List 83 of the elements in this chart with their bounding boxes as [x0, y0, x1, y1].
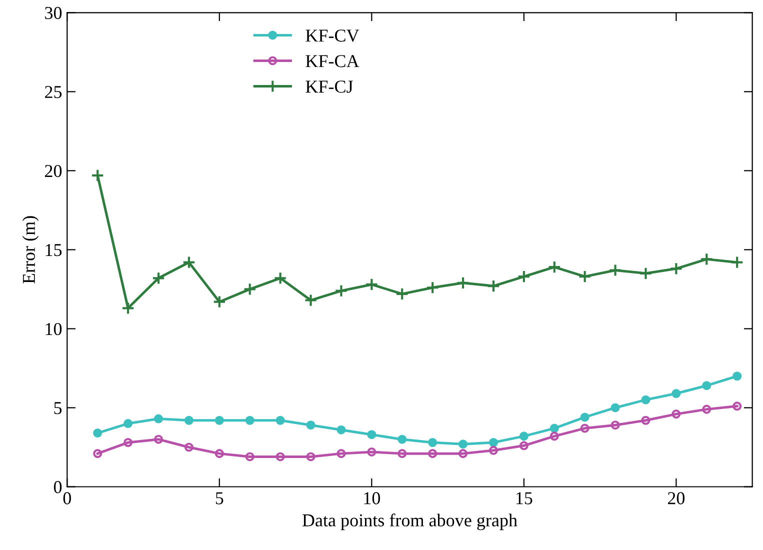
point: [90, 168, 104, 182]
point: [641, 395, 650, 404]
point: [121, 302, 135, 315]
point: [488, 438, 498, 448]
point: [93, 428, 102, 438]
y-tick-label: 15: [46, 244, 62, 256]
point: [184, 416, 194, 425]
point: [428, 438, 438, 448]
point: [426, 281, 440, 294]
point: [398, 449, 407, 458]
x-tick-label: 20: [668, 492, 685, 504]
point: [608, 264, 622, 277]
point: [456, 276, 470, 290]
point: [365, 278, 378, 292]
point: [396, 287, 409, 301]
y-tick-label: 10: [46, 322, 62, 336]
point: [580, 424, 590, 433]
point: [458, 440, 468, 449]
y-tick-label: 30: [45, 6, 62, 20]
point: [276, 452, 285, 462]
point: [154, 434, 164, 444]
point: [152, 272, 166, 285]
point: [610, 420, 620, 430]
point: [367, 447, 376, 456]
point: [306, 452, 316, 462]
legend-label: KF-CA: [306, 55, 360, 68]
point: [124, 419, 133, 428]
point: [154, 414, 164, 424]
y-axis-title: Error (m): [22, 216, 39, 284]
point: [304, 294, 318, 307]
point: [639, 266, 652, 280]
point: [700, 252, 714, 266]
point: [214, 449, 224, 458]
point: [672, 410, 681, 419]
point: [336, 449, 346, 458]
point: [702, 404, 712, 414]
point: [578, 270, 592, 284]
point: [732, 372, 742, 381]
y-tick-label: 20: [45, 164, 62, 178]
point: [610, 403, 620, 412]
point: [398, 434, 407, 444]
x-axis-title: Data points from above graph: [302, 514, 518, 530]
point: [730, 256, 744, 269]
point: [580, 412, 590, 422]
y-tick-label: 5: [54, 402, 62, 414]
point: [519, 441, 528, 450]
y-tick-label: 0: [54, 481, 62, 494]
point: [245, 452, 254, 462]
point: [428, 449, 438, 458]
point: [550, 432, 559, 441]
point: [184, 442, 194, 452]
point: [702, 381, 712, 390]
point: [367, 430, 376, 440]
point: [124, 438, 133, 448]
point: [550, 424, 559, 433]
legend-label: KF-CJ: [306, 80, 353, 93]
point: [212, 295, 226, 308]
legend-label: KF-CV: [306, 30, 360, 42]
point: [488, 446, 498, 455]
point: [672, 388, 681, 398]
point: [214, 416, 224, 425]
x-tick-label: 15: [516, 492, 532, 504]
point: [732, 402, 742, 411]
point: [519, 432, 528, 441]
point: [334, 284, 348, 298]
point: [486, 279, 500, 293]
point: [93, 449, 102, 458]
point: [243, 282, 256, 296]
point: [276, 416, 285, 425]
y-tick-label: 25: [45, 86, 62, 98]
point: [336, 425, 346, 434]
point: [670, 262, 683, 276]
point: [458, 449, 468, 458]
point: [245, 416, 254, 425]
point: [548, 260, 561, 274]
point: [517, 270, 531, 284]
point: [306, 420, 316, 430]
x-tick-label: 10: [364, 492, 380, 504]
point: [274, 272, 287, 285]
point: [641, 416, 650, 425]
x-tick-label: 0: [63, 492, 71, 504]
point: [182, 256, 196, 269]
x-tick-label: 5: [216, 492, 224, 504]
